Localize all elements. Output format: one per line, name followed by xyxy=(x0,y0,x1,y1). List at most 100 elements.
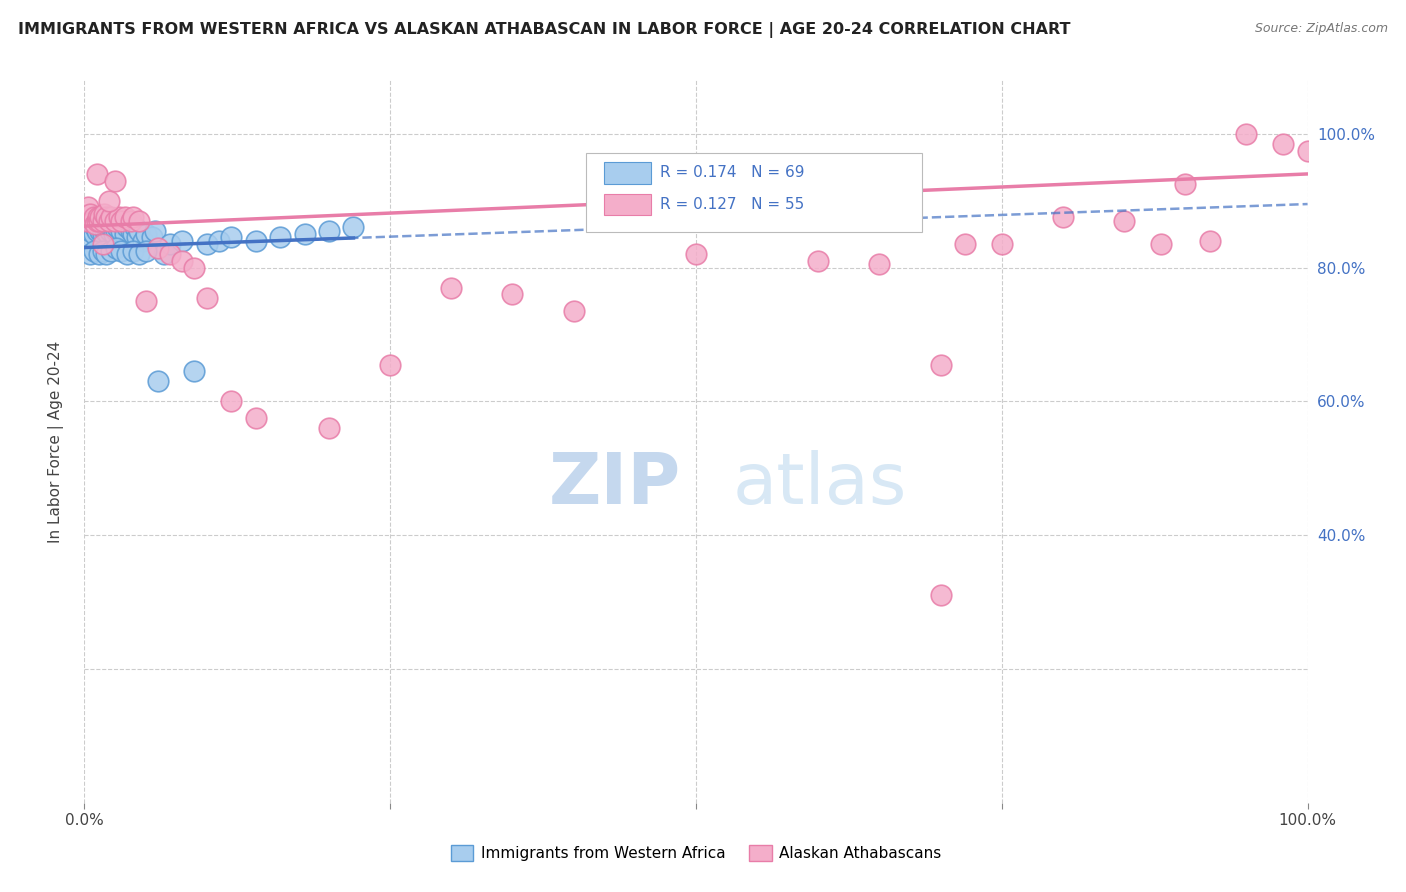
Point xyxy=(97,220,120,235)
Legend: Immigrants from Western Africa, Alaskan Athabascans: Immigrants from Western Africa, Alaskan … xyxy=(444,839,948,867)
Point xyxy=(342,220,364,235)
Point xyxy=(159,237,181,252)
Point xyxy=(86,214,108,228)
Point xyxy=(929,358,952,372)
Point xyxy=(87,220,110,235)
Point xyxy=(929,589,952,603)
Text: R = 0.127   N = 55: R = 0.127 N = 55 xyxy=(661,197,804,212)
Point xyxy=(110,224,132,238)
Point xyxy=(89,224,111,238)
Point xyxy=(624,214,647,228)
Point xyxy=(103,227,125,242)
Point xyxy=(380,358,402,372)
Point xyxy=(110,214,132,228)
Point xyxy=(115,247,138,261)
Point xyxy=(208,234,231,248)
Point xyxy=(91,237,114,252)
Point xyxy=(86,214,108,228)
Point xyxy=(135,294,157,309)
Point xyxy=(82,214,104,228)
Point xyxy=(120,224,142,238)
Point xyxy=(104,214,127,228)
Point xyxy=(98,224,121,238)
Point xyxy=(685,247,707,261)
Point xyxy=(195,237,218,252)
Point xyxy=(219,230,242,244)
Point xyxy=(107,211,129,225)
Point xyxy=(86,224,108,238)
Point xyxy=(120,214,142,228)
Point xyxy=(183,364,205,378)
Point xyxy=(869,257,891,271)
Point xyxy=(128,214,150,228)
Point xyxy=(96,220,118,235)
Point xyxy=(96,211,118,225)
Point xyxy=(105,241,128,255)
Point xyxy=(146,241,169,255)
Point xyxy=(115,220,138,235)
Point xyxy=(94,224,117,238)
Point xyxy=(1296,144,1319,158)
Point xyxy=(294,227,316,242)
Point xyxy=(122,211,145,225)
Point xyxy=(90,220,112,235)
Point xyxy=(101,214,124,228)
Point xyxy=(97,227,120,242)
Point xyxy=(183,260,205,275)
Text: IMMIGRANTS FROM WESTERN AFRICA VS ALASKAN ATHABASCAN IN LABOR FORCE | AGE 20-24 : IMMIGRANTS FROM WESTERN AFRICA VS ALASKA… xyxy=(18,22,1071,38)
Point xyxy=(318,421,340,435)
Point xyxy=(93,207,115,221)
Text: ZIP: ZIP xyxy=(550,450,682,519)
Point xyxy=(125,230,148,244)
Point xyxy=(132,234,155,248)
Point xyxy=(104,217,127,231)
Point xyxy=(1198,234,1220,248)
Point xyxy=(122,227,145,242)
Point xyxy=(153,247,176,261)
Point xyxy=(1272,136,1295,151)
Point xyxy=(117,214,139,228)
Bar xyxy=(605,194,651,215)
Point xyxy=(219,394,242,409)
Point xyxy=(1174,177,1197,191)
Point xyxy=(195,291,218,305)
Point xyxy=(1150,237,1173,252)
Point xyxy=(87,214,110,228)
Point xyxy=(146,375,169,389)
Point xyxy=(135,227,157,242)
Point xyxy=(502,287,524,301)
Point xyxy=(100,220,122,235)
Point xyxy=(83,211,105,225)
Text: R = 0.174   N = 69: R = 0.174 N = 69 xyxy=(661,165,806,180)
Point xyxy=(1236,127,1258,141)
Point xyxy=(100,211,122,225)
Point xyxy=(953,237,976,252)
Point xyxy=(83,244,105,258)
Point xyxy=(562,304,585,318)
Point xyxy=(83,227,105,242)
Point xyxy=(77,201,100,215)
Bar xyxy=(605,162,651,184)
Point xyxy=(82,217,104,231)
Point xyxy=(91,214,114,228)
Point xyxy=(77,234,100,248)
Point xyxy=(84,217,107,231)
Point xyxy=(79,224,101,238)
Point xyxy=(97,211,120,225)
Point xyxy=(143,224,166,238)
Point xyxy=(105,220,128,235)
Point xyxy=(172,254,194,268)
Point xyxy=(97,194,120,208)
Point xyxy=(172,234,194,248)
Point xyxy=(991,237,1014,252)
Point xyxy=(91,217,114,231)
Point xyxy=(79,247,101,261)
Y-axis label: In Labor Force | Age 20-24: In Labor Force | Age 20-24 xyxy=(48,341,63,542)
Point xyxy=(87,211,110,225)
Point xyxy=(245,411,267,425)
Point xyxy=(159,247,181,261)
Point xyxy=(110,244,132,258)
Point xyxy=(96,247,118,261)
Point xyxy=(87,247,110,261)
Point xyxy=(83,211,105,225)
